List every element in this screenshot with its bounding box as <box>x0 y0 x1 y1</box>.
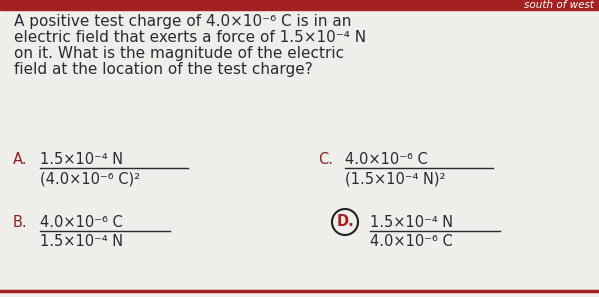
Text: 1.5×10⁻⁴ N: 1.5×10⁻⁴ N <box>40 152 123 167</box>
Text: D.: D. <box>336 214 354 230</box>
Text: 1.5×10⁻⁴ N: 1.5×10⁻⁴ N <box>40 234 123 249</box>
Text: (4.0×10⁻⁶ C)²: (4.0×10⁻⁶ C)² <box>40 171 140 186</box>
Text: field at the location of the test charge?: field at the location of the test charge… <box>14 62 313 77</box>
Text: on it. What is the magnitude of the electric: on it. What is the magnitude of the elec… <box>14 46 344 61</box>
Text: A positive test charge of 4.0×10⁻⁶ C is in an: A positive test charge of 4.0×10⁻⁶ C is … <box>14 14 352 29</box>
Text: C.: C. <box>318 152 333 167</box>
Text: 4.0×10⁻⁶ C: 4.0×10⁻⁶ C <box>370 234 453 249</box>
Text: 4.0×10⁻⁶ C: 4.0×10⁻⁶ C <box>40 215 123 230</box>
Bar <box>0 0 599 10</box>
Text: electric field that exerts a force of 1.5×10⁻⁴ N: electric field that exerts a force of 1.… <box>14 30 366 45</box>
Text: A.: A. <box>13 152 28 167</box>
Text: south of west: south of west <box>524 0 594 10</box>
Text: (1.5×10⁻⁴ N)²: (1.5×10⁻⁴ N)² <box>345 171 446 186</box>
Text: B.: B. <box>13 215 28 230</box>
Text: 4.0×10⁻⁶ C: 4.0×10⁻⁶ C <box>345 152 428 167</box>
Text: 1.5×10⁻⁴ N: 1.5×10⁻⁴ N <box>370 215 453 230</box>
